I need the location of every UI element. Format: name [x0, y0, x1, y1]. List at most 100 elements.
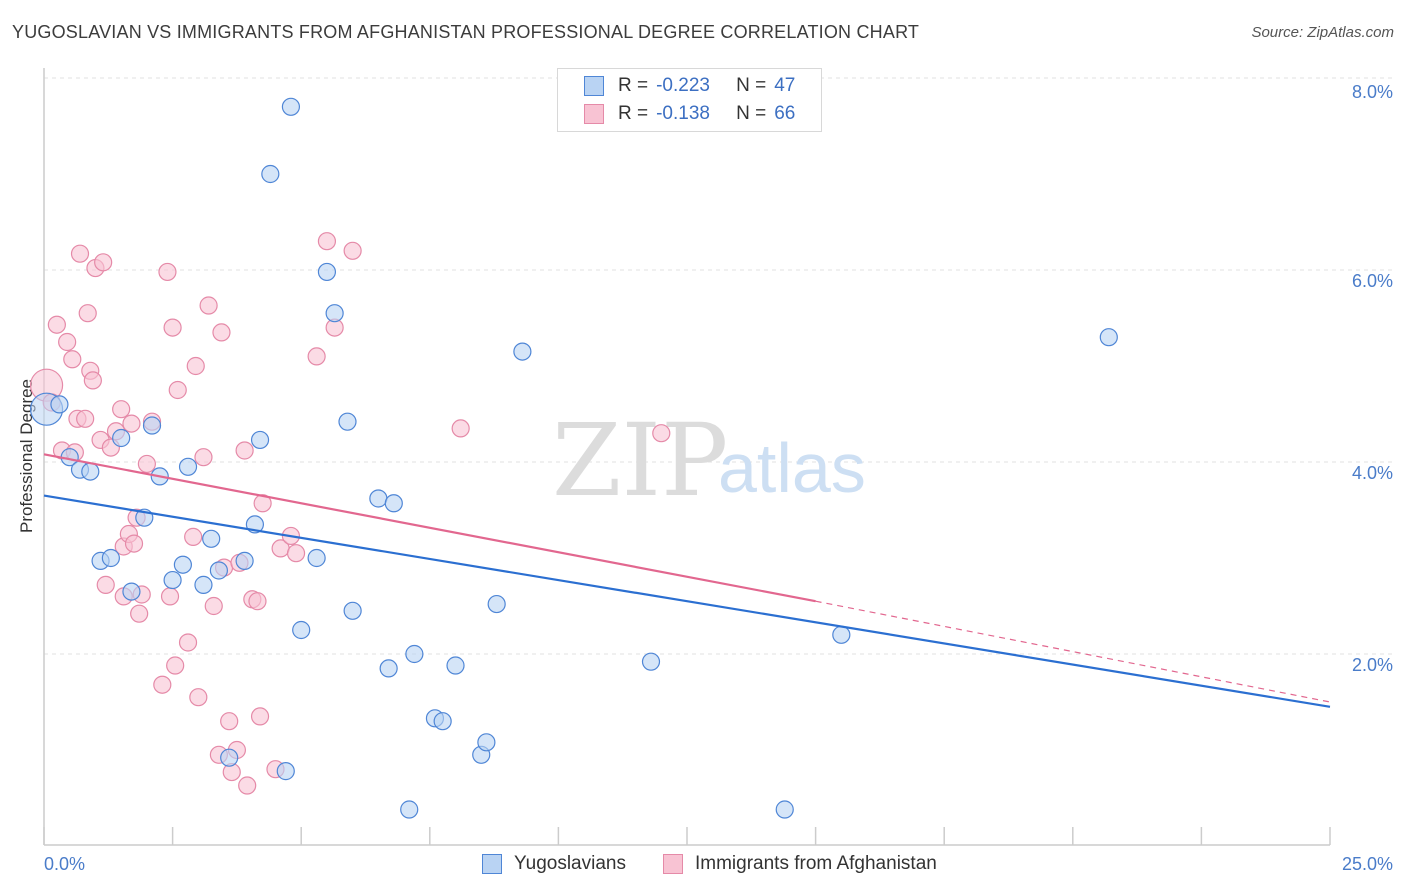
afghanistan-point	[235, 441, 254, 460]
afghanistan-point	[204, 596, 223, 616]
yugoslavians-point	[405, 644, 424, 664]
afghanistan-point	[76, 409, 95, 428]
afghanistan-point	[96, 575, 115, 594]
afghanistan-point	[163, 318, 182, 337]
afghanistan-point	[58, 332, 77, 352]
yugoslavians-point	[477, 733, 496, 752]
chart-title: YUGOSLAVIAN VS IMMIGRANTS FROM AFGHANIST…	[12, 22, 920, 42]
correlation-legend: R = -0.223 N = 47 R = -0.138 N = 66	[557, 68, 822, 132]
legend-r-value: -0.223	[656, 75, 710, 96]
legend-n-value: 66	[774, 103, 796, 124]
afghanistan-point	[184, 527, 203, 546]
afghanistan-point	[212, 323, 231, 342]
afghanistan-point	[112, 400, 131, 419]
watermark-atlas: atlas	[718, 429, 866, 507]
yugoslavians-point	[338, 412, 357, 431]
yugoslavians-point	[317, 262, 337, 282]
yugoslavians-point	[173, 555, 192, 574]
afghanistan-point	[186, 356, 205, 376]
afghanistan-point	[83, 371, 102, 390]
afghanistan-point	[124, 534, 144, 553]
trend-line	[43, 494, 1331, 708]
bottom-legend-swatch-blue	[482, 854, 502, 874]
legend-n-value: 47	[774, 75, 796, 96]
source-label: Source: ZipAtlas.com	[1251, 24, 1394, 41]
yugoslavians-point	[446, 656, 465, 675]
afghanistan-point	[238, 776, 257, 795]
afghanistan-point	[166, 656, 185, 675]
bottom-legend-label: Immigrants from Afghanistan	[695, 853, 937, 874]
trend-line	[815, 600, 1331, 703]
x-tick-min: 0.0%	[44, 854, 85, 874]
afghanistan-point	[158, 262, 177, 282]
yugoslavians-point	[202, 529, 221, 548]
afghanistan-point	[199, 296, 218, 315]
legend-n-label: N =	[736, 103, 767, 124]
yugoslavians-point	[209, 561, 228, 580]
grid-lines	[44, 77, 1392, 655]
afghanistan-point	[153, 675, 172, 694]
yugoslavians-point	[513, 342, 532, 361]
yugoslavians-point	[250, 430, 270, 450]
bottom-legend-swatch-pink	[663, 854, 683, 874]
yugoslavians-point	[384, 494, 403, 513]
watermark: ZIP atlas	[552, 402, 866, 519]
yugoslavians-point	[292, 620, 311, 640]
x-tick-max: 25.0%	[1342, 854, 1393, 874]
yugoslavians-point	[369, 489, 388, 508]
afghanistan-point	[220, 712, 239, 731]
afghanistan-point	[248, 592, 267, 611]
afghanistan-point	[250, 707, 270, 726]
legend-r-label: R =	[618, 103, 649, 124]
y-tick-label: 2.0%	[1352, 655, 1393, 675]
yugoslavians-point	[343, 601, 362, 620]
afghanistan-point	[130, 604, 149, 623]
yugoslavians-point	[276, 762, 295, 781]
yugoslavians-point	[101, 548, 120, 568]
afghanistan-point	[194, 448, 213, 467]
yugoslavians-point	[433, 712, 452, 731]
axes	[43, 68, 1331, 846]
yugoslavians-point	[112, 428, 131, 448]
legend-swatch-blue	[584, 76, 604, 96]
series-yugoslavians-points	[29, 97, 1118, 819]
y-tick-label: 4.0%	[1352, 463, 1393, 483]
trend-lines	[43, 453, 1331, 708]
yugoslavians-point	[307, 548, 326, 568]
bottom-legend-label: Yugoslavians	[514, 853, 626, 874]
yugoslavians-point	[832, 625, 851, 644]
afghanistan-point	[343, 241, 362, 260]
y-tick-label: 8.0%	[1352, 82, 1393, 102]
yugoslavians-point	[400, 800, 419, 819]
afghanistan-point	[137, 454, 156, 474]
legend-n-label: N =	[736, 75, 767, 96]
afghanistan-point	[70, 244, 90, 263]
trend-line	[43, 453, 816, 603]
bottom-legend-afghanistan: Immigrants from Afghanistan	[663, 852, 937, 876]
legend-row-afghanistan: R = -0.138 N = 66	[558, 100, 795, 128]
legend-r-label: R =	[618, 75, 649, 96]
legend-r-value: -0.138	[656, 103, 710, 124]
afghanistan-point	[78, 304, 97, 323]
afghanistan-point	[47, 315, 66, 334]
yugoslavians-point	[122, 582, 141, 601]
yugoslavians-point	[1099, 328, 1118, 347]
yugoslavians-point	[641, 652, 661, 671]
yugoslavians-point	[50, 395, 69, 414]
afghanistan-point	[168, 380, 187, 400]
afghanistan-point	[451, 419, 470, 438]
yugoslavians-point	[379, 659, 398, 678]
yugoslavians-point	[194, 575, 213, 594]
yugoslavians-point	[163, 570, 182, 590]
afghanistan-point	[63, 350, 82, 369]
yugoslavians-point	[220, 748, 239, 767]
afghanistan-point	[253, 494, 272, 513]
yugoslavians-point	[142, 416, 162, 435]
legend-swatch-pink	[584, 104, 604, 124]
afghanistan-point	[317, 232, 337, 251]
afghanistan-point	[178, 633, 198, 652]
legend-row-yugoslavians: R = -0.223 N = 47	[558, 72, 795, 100]
afghanistan-point	[160, 587, 180, 606]
yugoslavians-point	[81, 462, 100, 481]
